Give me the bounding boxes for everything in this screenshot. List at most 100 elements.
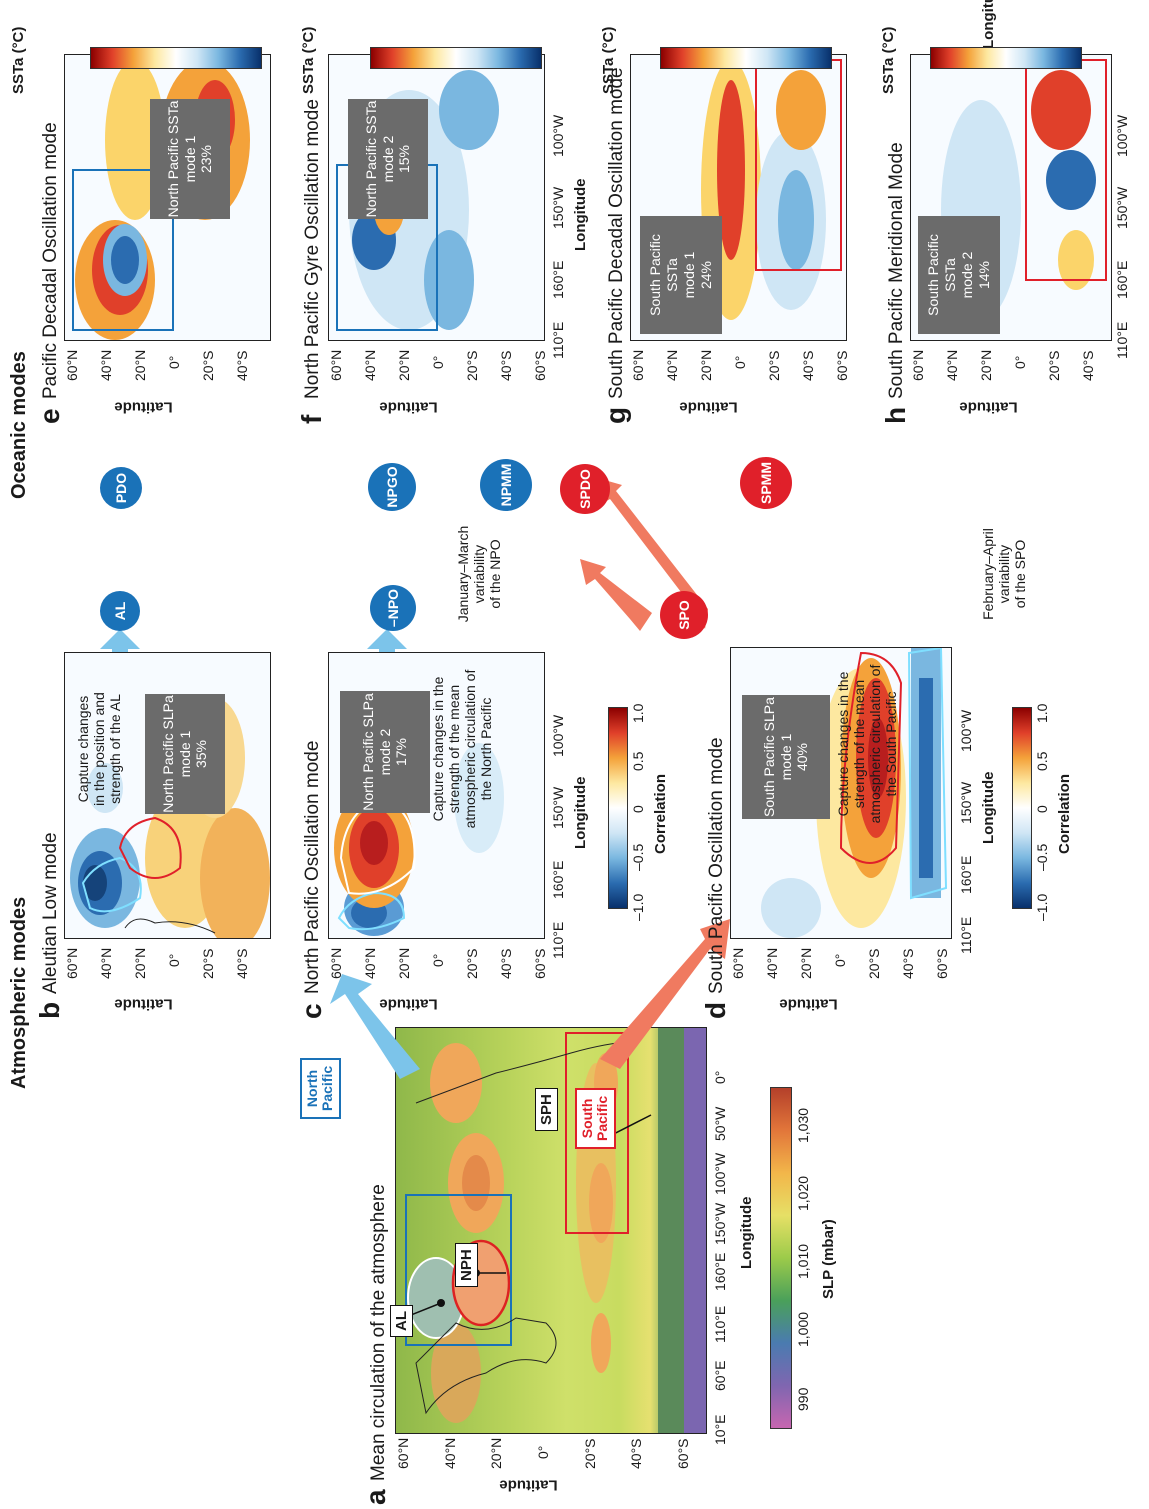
e-ytick-1: 40°N (98, 349, 114, 381)
panel-f-xlabel: Longitude (572, 178, 589, 251)
panel-d-note: Capture changes in the strength of the m… (835, 659, 899, 829)
correlation-colorbar-bottom (1012, 707, 1032, 909)
panel-c-note: Capture changes in the strength of the m… (430, 664, 494, 834)
panel-d-map (730, 647, 952, 939)
corr2-tick-4: 1.0 (1034, 703, 1050, 723)
circle-npgo: NPGO (368, 463, 416, 511)
e-box-line1: North Pacific SSTa (164, 100, 181, 218)
b-ytick-0: 60°N (64, 947, 80, 979)
npo-note-2: variability (471, 544, 488, 604)
h-xtick-1: 160°E (1114, 260, 1130, 299)
panel-f-title: North Pacific Gyre Oscillation mode (302, 99, 323, 399)
corr2-tick-0: –1.0 (1034, 893, 1050, 921)
npo-side-note: January–March variability of the NPO (455, 519, 503, 629)
h-ytick-1: 40°N (944, 349, 960, 381)
panel-d-title: South Pacific Oscillation mode (706, 737, 727, 994)
correlation-colorbar-top (608, 707, 628, 909)
c-box-line1: North Pacific SLPa (359, 693, 376, 811)
e-ytick-4: 20°S (200, 350, 216, 381)
f-xtick-0: 110°E (550, 321, 566, 359)
g-ytick-6: 60°S (834, 350, 850, 381)
panel-d-xlabel: Longitude (980, 771, 997, 844)
spo-note-3: of the SPO (1012, 539, 1029, 609)
f-xtick-3: 100°W (550, 114, 566, 157)
circle-al: AL (100, 591, 140, 631)
circle-spdo: SPDO (560, 464, 610, 514)
d-xtick-2: 150°W (958, 781, 974, 824)
panel-c-ylabel: Latitude (379, 995, 438, 1013)
ssta-colorbar-f (370, 47, 542, 69)
f-ytick-0: 60°N (328, 349, 344, 381)
b-box-line3: 35% (193, 739, 210, 769)
h-ytick-4: 20°S (1046, 350, 1062, 381)
panel-b-title: Aleutian Low mode (40, 832, 61, 994)
h-ytick-0: 60°N (910, 349, 926, 381)
panel-h-xlabel: Longitude (980, 0, 997, 49)
g-ytick-5: 40°S (800, 350, 816, 381)
d-ytick-4: 20°S (866, 948, 882, 979)
panel-h-mode-box: South Pacific SSTa mode 2 14% (918, 216, 1000, 334)
d-note-3: atmospheric circulation of (867, 664, 884, 824)
d-note-4: the South Pacific (883, 691, 900, 797)
h-box-line2: mode 2 (959, 251, 975, 299)
e-box-line2: mode 1 (181, 135, 198, 183)
c-ytick-1: 40°N (362, 947, 378, 979)
corr-tick-3: 0.5 (630, 751, 646, 771)
e-ytick-5: 40°S (234, 350, 250, 381)
f-box-line1: North Pacific SSTa (362, 100, 379, 218)
h-box-line1: South Pacific SSTa (925, 234, 959, 316)
h-xtick-2: 150°W (1114, 186, 1130, 229)
corr2-tick-3: 0.5 (1034, 751, 1050, 771)
c-note-2: strength of the mean (446, 684, 463, 814)
ssta-colorbar-g (660, 47, 832, 69)
f-ytick-1: 40°N (362, 349, 378, 381)
d-xtick-3: 100°W (958, 709, 974, 752)
b-note-1: Capture changes (75, 695, 91, 803)
ssta-label-e: SSTa (°C) (10, 26, 27, 94)
circle-spmm: SPMM (740, 457, 792, 509)
c-ytick-5: 40°S (498, 948, 514, 979)
e-ytick-0: 60°N (64, 349, 80, 381)
f-ytick-2: 20°N (396, 349, 412, 381)
h-ytick-5: 40°S (1080, 350, 1096, 381)
spo-note-2: variability (996, 544, 1013, 604)
d-ytick-5: 40°S (900, 948, 916, 979)
panel-b-ylabel: Latitude (114, 995, 173, 1013)
circle-npmm: NPMM (480, 459, 532, 511)
panel-g-title: South Pacific Decadal Oscillation mode (606, 67, 627, 399)
b-box-line1: North Pacific SLPa (159, 695, 176, 813)
g-ytick-1: 40°N (664, 349, 680, 381)
corr-tick-4: 1.0 (630, 703, 646, 723)
g-ytick-3: 0° (732, 355, 748, 369)
b-note-3: strength of the AL (107, 694, 124, 804)
g-ytick-0: 60°N (630, 349, 646, 381)
panel-f-ylabel: Latitude (379, 398, 438, 416)
panel-d-letter: d (700, 1001, 731, 1019)
c-ytick-0: 60°N (328, 947, 344, 979)
c-box-line2: mode 2 (376, 728, 393, 776)
b-ytick-2: 20°N (132, 947, 148, 979)
c-ytick-6: 60°S (532, 948, 548, 979)
ssta-colorbar-e (90, 47, 262, 69)
correlation-label-bottom: Correlation (1056, 773, 1073, 854)
d-box-line1: South Pacific SLPa (760, 697, 777, 817)
panel-e-mode-box: North Pacific SSTa mode 1 23% (150, 99, 230, 219)
f-ytick-3: 0° (430, 355, 446, 369)
panel-e-letter: e (34, 408, 65, 424)
d-ytick-1: 40°N (764, 947, 780, 979)
d-box-line2: mode 1 (777, 733, 794, 781)
npo-note-3: of the NPO (487, 539, 504, 609)
g-ytick-4: 20°S (766, 350, 782, 381)
panel-f-letter: f (296, 414, 327, 424)
f-box-line2: mode 2 (379, 135, 396, 183)
d-ytick-2: 20°N (798, 947, 814, 979)
panel-f-mode-box: North Pacific SSTa mode 2 15% (348, 99, 428, 219)
d-box-line3: 40% (794, 743, 811, 772)
circle-npo: –NPO (370, 585, 416, 631)
panel-a-map (395, 1027, 707, 1434)
c-note-3: atmospheric circulation of (462, 669, 479, 829)
panel-e-ylabel: Latitude (114, 398, 173, 416)
panel-h-letter: h (880, 406, 911, 424)
d-note-2: strength of the mean (851, 679, 868, 809)
d-ytick-0: 60°N (730, 947, 746, 979)
